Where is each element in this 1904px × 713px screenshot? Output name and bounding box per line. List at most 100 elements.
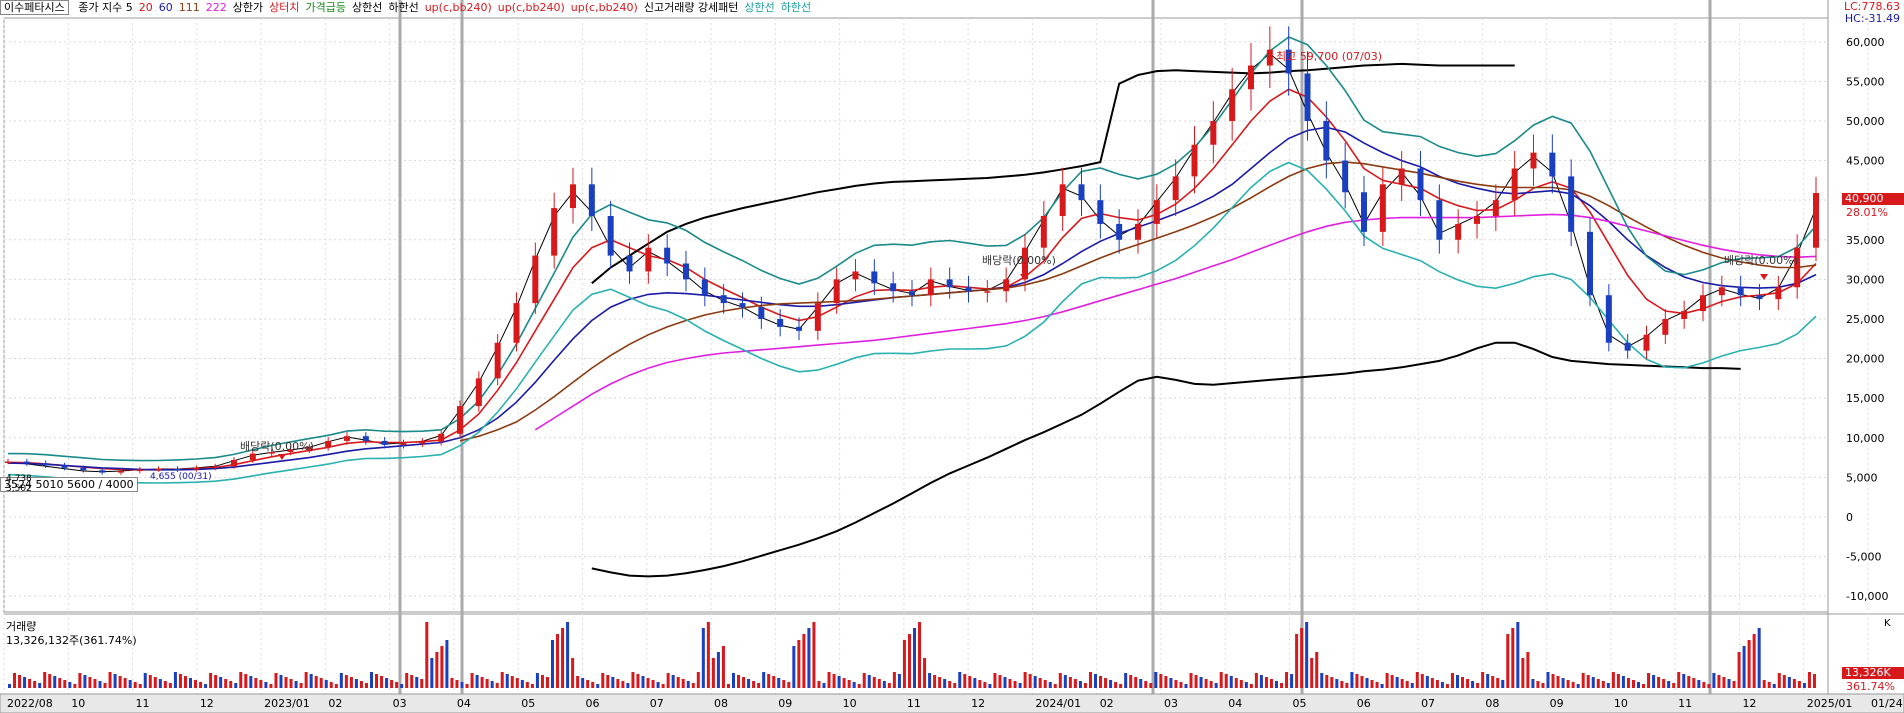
candle-body [1775, 287, 1782, 300]
volume-bar [1159, 674, 1163, 688]
volume-bar [983, 682, 987, 688]
candle-body [193, 467, 200, 470]
chart-grid [3, 0, 1904, 694]
volume-bar [701, 628, 705, 688]
volume-bar [1008, 679, 1012, 688]
volume-bar [168, 683, 172, 688]
volume-bar [1053, 684, 1057, 688]
indicator-item[interactable]: 60 [158, 1, 173, 14]
indicator-item[interactable]: 222 [205, 1, 227, 14]
candle-body [1756, 295, 1763, 300]
volume-bar [1119, 684, 1123, 688]
candle-body [5, 461, 11, 464]
volume-bar [229, 681, 233, 688]
volume-bar [1445, 684, 1449, 688]
indicator-item[interactable]: 하한선 [780, 1, 812, 14]
candle-body [419, 441, 426, 444]
volume-bar [53, 676, 57, 688]
volume-bar [1466, 679, 1470, 688]
volume-bar [1244, 682, 1248, 688]
volume-bar [178, 674, 182, 688]
volume-bar [445, 640, 449, 688]
candle-body [626, 255, 633, 272]
volume-bar [1224, 674, 1228, 688]
volume-bar [696, 672, 700, 688]
volume-bar [1491, 676, 1495, 688]
volume-bar [1345, 683, 1349, 688]
indicator-item[interactable]: 111 [178, 1, 200, 14]
volume-bar [716, 652, 720, 688]
volume-bar [571, 658, 575, 688]
dividend-arrow [1760, 274, 1768, 280]
series-line-222 [534, 213, 1817, 431]
volume-bar [928, 673, 932, 688]
volume-bar [113, 674, 117, 688]
x-tick-label: 11 [907, 697, 921, 710]
volume-bar [656, 682, 660, 688]
hc-label: HC:-31.49 [1844, 12, 1900, 25]
volume-bar [395, 682, 399, 688]
indicator-item[interactable]: 상터치 [269, 1, 300, 14]
volume-bar [1184, 684, 1188, 688]
indicator-item[interactable]: 가격급등 [305, 1, 346, 14]
x-tick-label: 04 [1228, 697, 1242, 710]
indicator-item[interactable]: up(c,bb240) [424, 1, 492, 14]
volume-bar [1461, 677, 1465, 688]
volume-bar [822, 683, 826, 688]
candle-body [1285, 49, 1292, 74]
volume-bar [1807, 672, 1811, 688]
x-tick-label: 01/24 [1871, 697, 1903, 710]
indicator-item[interactable]: 상한가 [232, 1, 264, 14]
candle-body [1511, 168, 1518, 201]
indicator-item[interactable]: 상한선 [351, 1, 383, 14]
volume-bar [1677, 672, 1681, 688]
volume-bar [1390, 675, 1394, 688]
indicator-item[interactable]: 하한선 [388, 1, 419, 14]
volume-bar [545, 677, 549, 688]
high-annotation: 최고 59,700 (07/03) [1276, 50, 1383, 63]
volume-bar [1642, 684, 1646, 688]
candle-body [758, 307, 765, 319]
volume-bar [1264, 677, 1268, 688]
indicator-item[interactable]: 상한선 [744, 1, 775, 14]
volume-bar [907, 634, 911, 688]
indicator-item[interactable]: 종가 지수 5 [78, 1, 133, 14]
candles [5, 26, 1819, 475]
indicator-item[interactable]: 신고거래량 강세패턴 [643, 1, 739, 14]
volume-bar [1551, 674, 1555, 688]
indicator-item[interactable]: up(c,bb240) [497, 1, 565, 14]
candle-body [720, 295, 727, 304]
volume-bar [18, 675, 22, 688]
volume-bar [747, 679, 751, 688]
volume-bar [1174, 680, 1178, 688]
volume-bar [1179, 682, 1183, 688]
volume-bar [1028, 674, 1032, 688]
volume-bar [897, 674, 901, 688]
candle-body [1813, 193, 1819, 248]
candle-body [1398, 168, 1405, 185]
volume-bar [676, 677, 680, 688]
volume-bar [324, 680, 328, 688]
volume-bar [93, 679, 97, 688]
candle-body [1248, 65, 1254, 90]
volume-bar [1616, 674, 1620, 688]
volume-bar [1450, 673, 1454, 688]
volume-bar [1088, 672, 1092, 688]
volume-bar [540, 675, 544, 688]
volume-bar [551, 640, 554, 688]
volume-bar [1471, 681, 1475, 688]
volume-bar [757, 683, 761, 688]
stock-name[interactable]: 이수페타시스 [0, 0, 69, 15]
volume-bar [344, 675, 348, 688]
volume-bar [792, 646, 796, 688]
volume-bar [1415, 672, 1419, 688]
dividend-annotation-1: 배당락(0.00%) [240, 440, 314, 453]
volume-bar [938, 677, 942, 688]
indicator-item[interactable]: up(c,bb240) [570, 1, 638, 14]
volume-bar [465, 684, 469, 688]
volume-bar [1375, 682, 1379, 688]
candle-body [1116, 223, 1123, 240]
indicator-item[interactable]: 20 [138, 1, 153, 14]
volume-bar [1692, 678, 1696, 688]
volume-bar [13, 673, 17, 688]
